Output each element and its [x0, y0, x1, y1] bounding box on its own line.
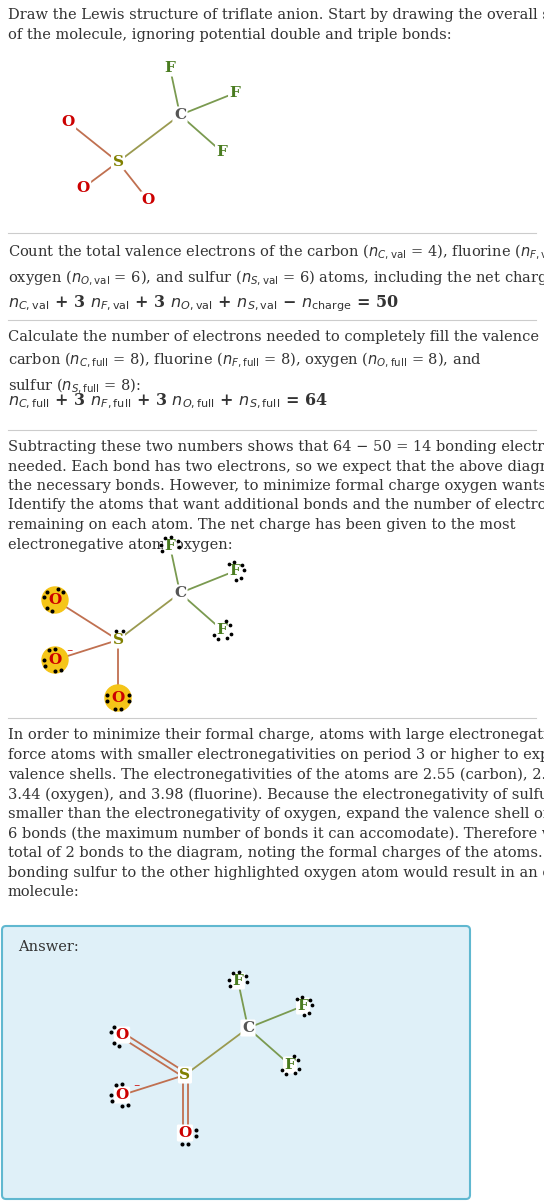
Text: In order to minimize their formal charge, atoms with large electronegativities c: In order to minimize their formal charge… — [8, 728, 544, 899]
Text: Calculate the number of electrons needed to completely fill the valence shells f: Calculate the number of electrons needed… — [8, 330, 544, 396]
Text: F: F — [230, 85, 240, 100]
Text: S: S — [113, 155, 123, 169]
Text: F: F — [217, 622, 227, 637]
Circle shape — [43, 648, 67, 672]
Text: C: C — [174, 108, 186, 122]
Text: O: O — [115, 1028, 128, 1041]
Text: O: O — [48, 653, 61, 667]
Circle shape — [43, 588, 67, 612]
Text: F: F — [165, 539, 175, 553]
Text: F: F — [230, 563, 240, 578]
Text: F: F — [298, 999, 308, 1013]
Text: O: O — [178, 1126, 191, 1140]
Circle shape — [42, 588, 68, 613]
Text: O: O — [115, 1088, 128, 1102]
Text: F: F — [233, 974, 243, 988]
Text: Count the total valence electrons of the carbon ($n_{C,\mathrm{val}}$ = 4), fluo: Count the total valence electrons of the… — [8, 243, 544, 289]
Text: $^{-}$: $^{-}$ — [133, 1084, 141, 1093]
Text: O: O — [141, 193, 154, 207]
Circle shape — [42, 647, 68, 673]
Text: Answer:: Answer: — [18, 940, 79, 954]
Text: F: F — [217, 144, 227, 159]
Text: O: O — [48, 594, 61, 607]
Circle shape — [106, 686, 130, 710]
Text: Draw the Lewis structure of triflate anion. Start by drawing the overall structu: Draw the Lewis structure of triflate ani… — [8, 8, 544, 41]
Text: Subtracting these two numbers shows that 64 − 50 = 14 bonding electrons are
need: Subtracting these two numbers shows that… — [8, 439, 544, 551]
Text: $n_{C,\mathrm{val}}$ + 3 $n_{F,\mathrm{val}}$ + 3 $n_{O,\mathrm{val}}$ + $n_{S,\: $n_{C,\mathrm{val}}$ + 3 $n_{F,\mathrm{v… — [8, 293, 399, 313]
Text: S: S — [180, 1068, 190, 1082]
Text: O: O — [61, 116, 75, 129]
Text: F: F — [165, 61, 175, 75]
Text: F: F — [285, 1058, 295, 1072]
Text: $n_{C,\mathrm{full}}$ + 3 $n_{F,\mathrm{full}}$ + 3 $n_{O,\mathrm{full}}$ + $n_{: $n_{C,\mathrm{full}}$ + 3 $n_{F,\mathrm{… — [8, 393, 328, 412]
Text: O: O — [112, 691, 125, 706]
Text: O: O — [76, 181, 90, 195]
Text: C: C — [242, 1021, 254, 1035]
Text: C: C — [174, 586, 186, 600]
Text: S: S — [113, 633, 123, 647]
Circle shape — [105, 685, 131, 712]
FancyBboxPatch shape — [2, 926, 470, 1199]
Text: $^{-}$: $^{-}$ — [66, 648, 74, 659]
